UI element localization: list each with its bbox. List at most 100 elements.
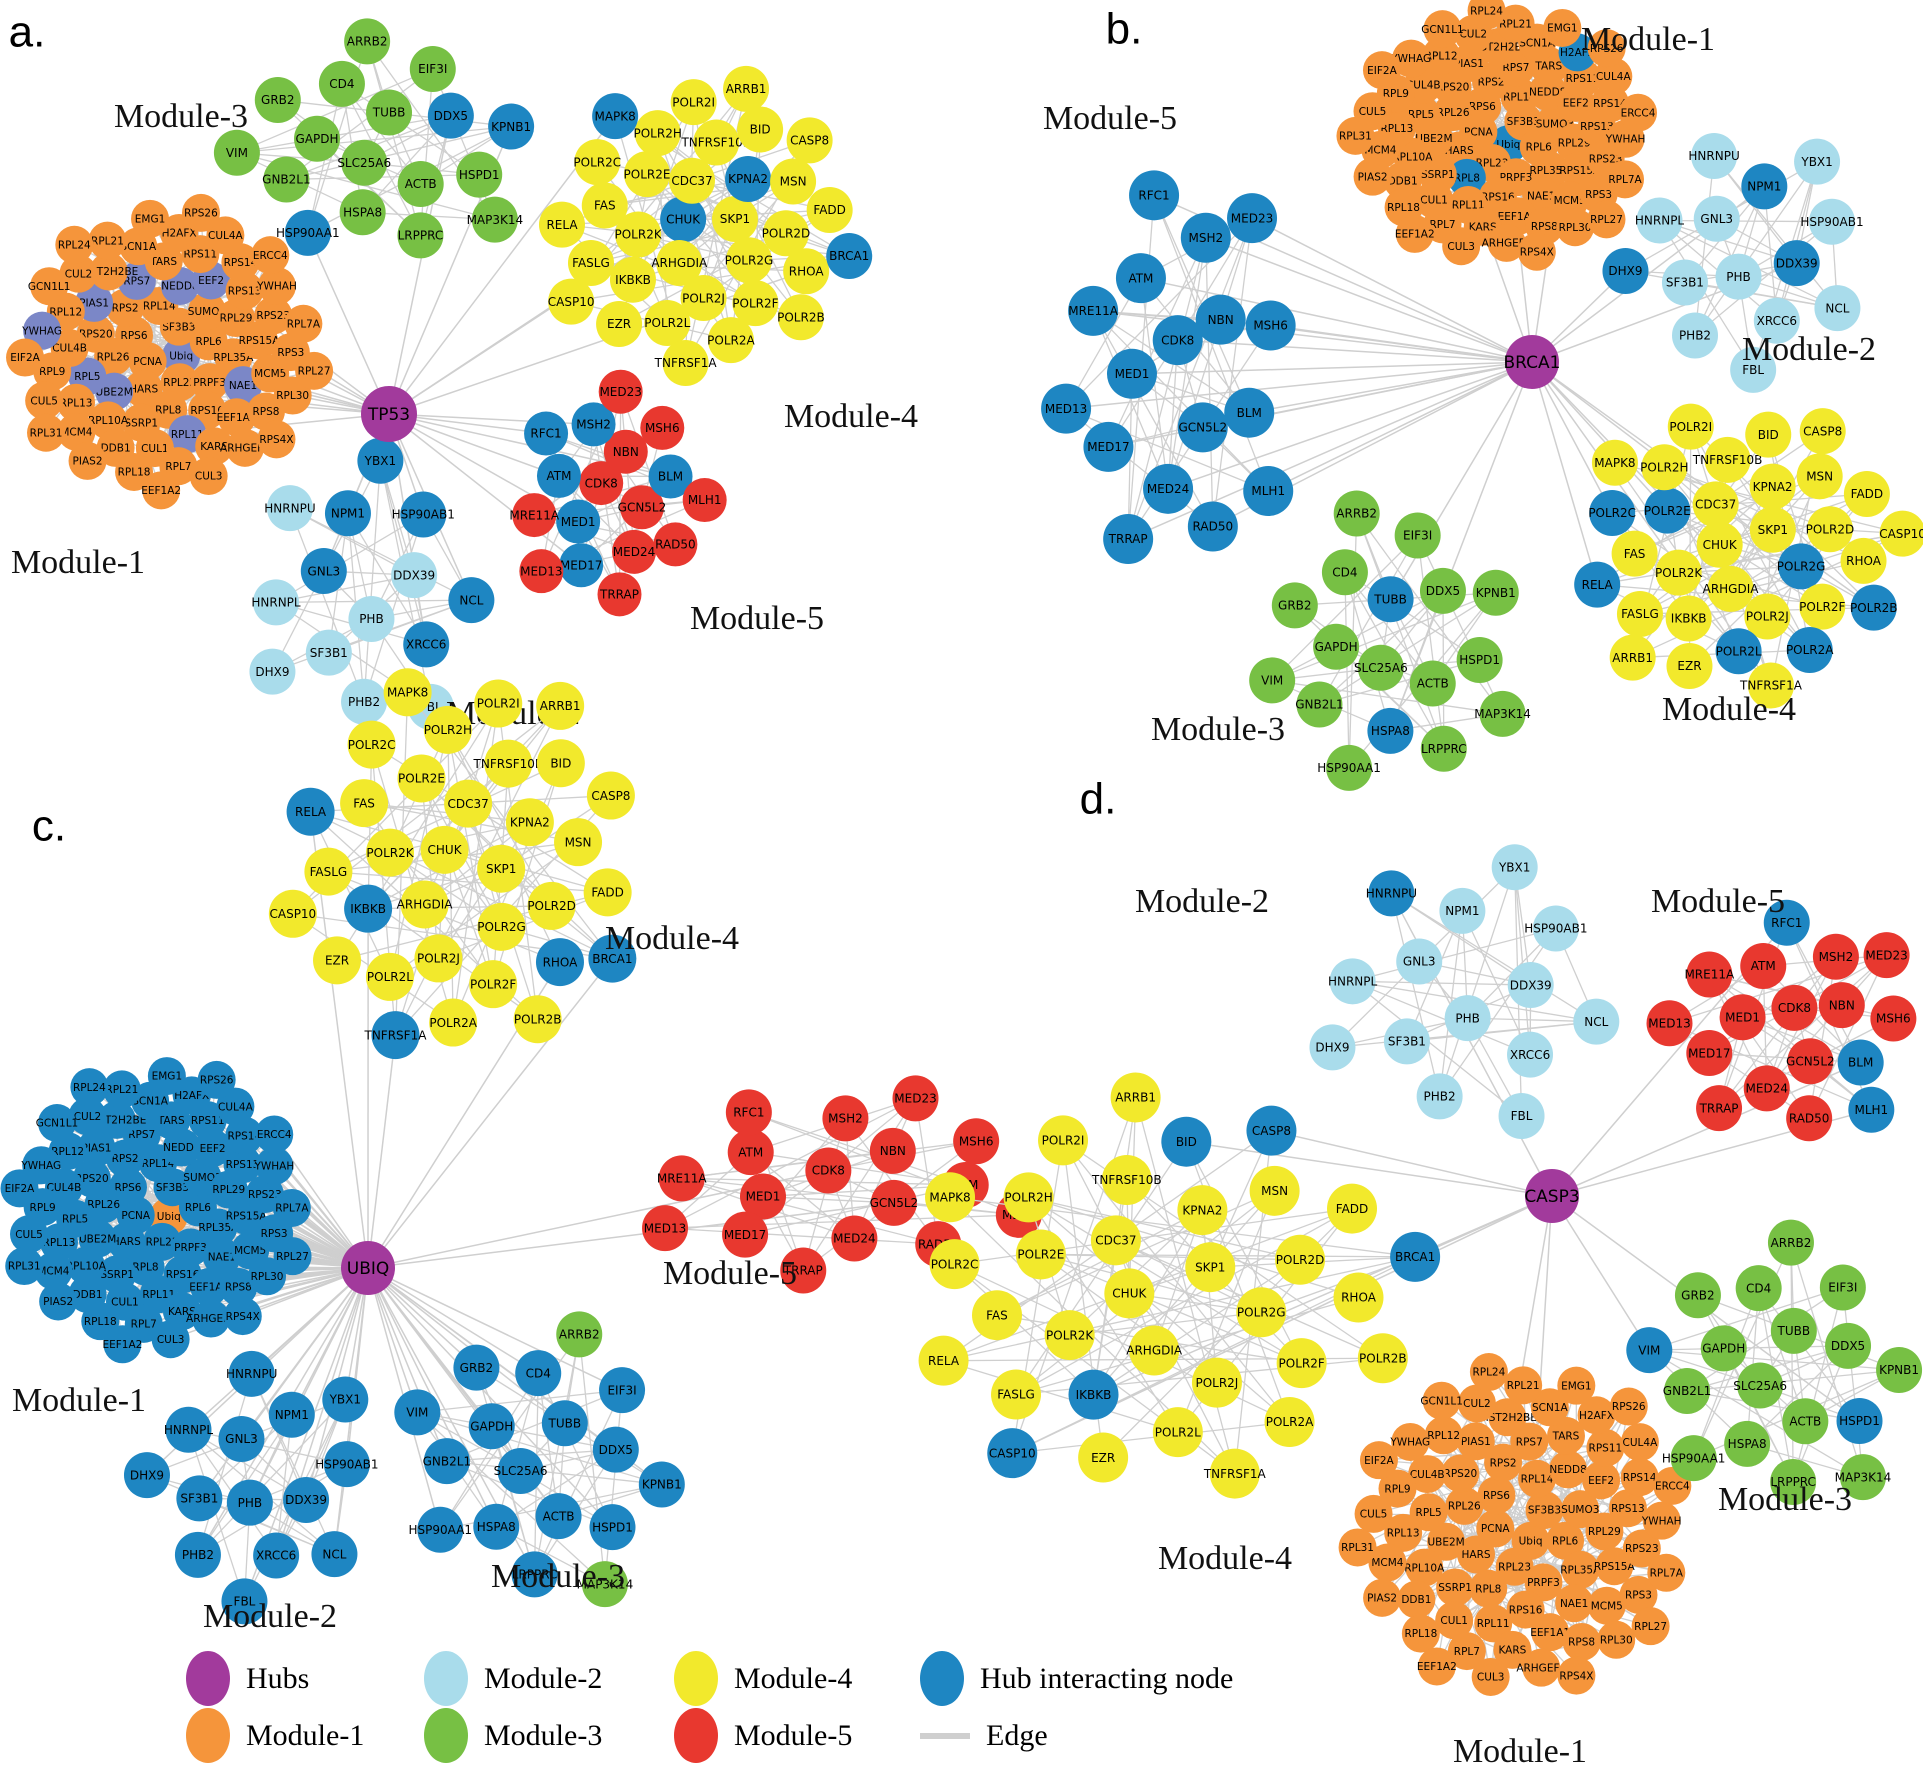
node-label-RPS11: RPS11: [1566, 73, 1600, 85]
node-RELA: RELA: [1574, 561, 1621, 608]
node-label-RPL30: RPL30: [1559, 222, 1592, 234]
edge: [363, 460, 382, 702]
node-circle-RPL30: [1597, 1620, 1636, 1659]
node-circle-NAE1: [202, 1237, 241, 1276]
node-circle-POLR2B: [513, 995, 562, 1044]
node-label-MED23: MED23: [894, 1092, 936, 1106]
node-label-GAPDH: GAPDH: [296, 132, 339, 146]
node-circle-CHUK: [420, 825, 469, 874]
node-circle-YWHAH: [1642, 1501, 1681, 1540]
node-RPL29: RPL29: [1585, 1512, 1624, 1551]
node-IKBKB: IKBKB: [1665, 595, 1712, 642]
module-label-tp53-module-4: Module-4: [784, 398, 918, 435]
node-MAPK8: MAPK8: [925, 1172, 976, 1223]
legend-item-module-4: Module-4: [674, 1651, 920, 1706]
node-label-MED24: MED24: [1147, 482, 1189, 496]
node-label-NAE1: NAE1: [1560, 1598, 1588, 1610]
node-circle-HIST2H2BE: [1488, 1398, 1527, 1437]
node-circle-HSPD1: [456, 151, 503, 198]
node-label-MCM4: MCM4: [1364, 145, 1396, 157]
node-label-EEF1A1: EEF1A1: [217, 412, 257, 424]
node-label-SKP1: SKP1: [486, 862, 516, 876]
node-POLR2A: POLR2A: [1786, 627, 1834, 674]
node-label-HNRNPU: HNRNPU: [264, 501, 315, 515]
node-circle-POLR2B: [1357, 1333, 1408, 1384]
node-RPL7: RPL7: [1447, 1632, 1486, 1671]
node-circle-XRCC6: [403, 621, 450, 668]
node-label-DDX39: DDX39: [285, 1493, 327, 1507]
node-label-SF3B1: SF3B1: [310, 646, 348, 660]
node-label-CHUK: CHUK: [1703, 538, 1738, 552]
node-GNB2L1: GNB2L1: [423, 1438, 471, 1485]
node-label-EEF1A1: EEF1A1: [1530, 1627, 1570, 1639]
edge: [1439, 867, 1516, 1097]
node-circle-POLR2L: [1152, 1407, 1203, 1458]
node-RPS23: RPS23: [1622, 1529, 1661, 1568]
node-label-TARS: TARS: [149, 256, 177, 268]
node-circle-DDX39: [283, 1476, 330, 1523]
node-POLR2I: POLR2I: [670, 79, 717, 126]
node-EZR: EZR: [313, 936, 362, 985]
node-circle-EEF1A1: [1531, 1613, 1570, 1652]
node-circle-RPL27: [1631, 1607, 1670, 1646]
node-circle-RPL29: [1585, 1512, 1624, 1551]
node-circle-RPS4X: [257, 420, 296, 459]
node-circle-GCN5L2: [1177, 402, 1228, 453]
node-circle-RPL13: [40, 1223, 79, 1262]
node-label-HNRNPL: HNRNPL: [251, 596, 301, 610]
node-label-ARHGDIA: ARHGDIA: [1703, 582, 1760, 596]
node-circle-NCL: [1573, 998, 1620, 1045]
node-label-DHX9: DHX9: [130, 1468, 164, 1482]
node-circle-POLR2C: [929, 1239, 980, 1290]
node-circle-EIF2A: [0, 1169, 39, 1208]
node-KPNB1: KPNB1: [1472, 569, 1519, 616]
legend-label-hub-interacting-node: Hub interacting node: [980, 1661, 1234, 1695]
node-circle-ARRB1: [1110, 1072, 1161, 1123]
node-label-SCN1A: SCN1A: [1519, 37, 1556, 49]
node-ARHGEF4: ARHGEF4: [220, 428, 270, 467]
node-circle-GCN1L1: [1422, 1381, 1461, 1420]
node-ARHGDIA: ARHGDIA: [397, 880, 453, 929]
node-label-SCN1A: SCN1A: [132, 1095, 169, 1107]
node-circle-IKBKB: [344, 884, 393, 933]
edge: [1352, 980, 1522, 1117]
node-label-GRB2: GRB2: [261, 93, 295, 107]
node-label-POLR2L: POLR2L: [367, 970, 413, 984]
node-circle-TRRAP: [1103, 514, 1154, 565]
node-label-MCM5: MCM5: [254, 368, 286, 380]
node-label-RPL18: RPL18: [118, 467, 151, 479]
node-SCN1A: SCN1A: [1530, 1388, 1569, 1427]
node-RPS16: RPS16: [1506, 1590, 1545, 1629]
node-POLR2J: POLR2J: [1191, 1357, 1242, 1408]
node-label-CUL2: CUL2: [1463, 1398, 1491, 1410]
node-label-RPS23: RPS23: [1625, 1543, 1659, 1555]
edge: [1140, 277, 1533, 363]
node-label-POLR2I: POLR2I: [1042, 1134, 1085, 1148]
node-NBN: NBN: [869, 1127, 916, 1174]
node-FASLG: FASLG: [1616, 590, 1663, 637]
node-label-EEF2: EEF2: [198, 275, 224, 287]
edge: [1185, 1141, 1303, 1364]
node-label-PHB2: PHB2: [1424, 1090, 1456, 1104]
node-label-CHUK: CHUK: [666, 212, 701, 226]
node-label-RPS4X: RPS4X: [259, 434, 293, 446]
node-circle-CUL2: [1457, 1384, 1496, 1423]
node-label-EZR: EZR: [325, 954, 349, 968]
node-MED13: MED13: [642, 1205, 689, 1252]
node-label-RPL30: RPL30: [276, 390, 309, 402]
node-circle-POLR2E: [397, 754, 446, 803]
panel-letter-b: b.: [1106, 4, 1143, 53]
node-HSPD1: HSPD1: [1456, 637, 1503, 684]
node-label-RPL31: RPL31: [30, 427, 63, 439]
node-circle-KPNB1: [488, 103, 535, 150]
node-circle-KPNB1: [638, 1461, 685, 1508]
node-label-RPS20: RPS20: [75, 1173, 109, 1185]
node-label-RAD50: RAD50: [1789, 1112, 1830, 1126]
node-circle-POLR2D: [762, 210, 809, 257]
edge: [286, 125, 512, 181]
node-circle-CASP8: [786, 117, 833, 164]
node-RPL21: RPL21: [1496, 4, 1535, 43]
node-label-GRB2: GRB2: [460, 1361, 494, 1375]
node-label-IKBKB: IKBKB: [350, 902, 386, 916]
node-RPL13: RPL13: [40, 1223, 79, 1262]
